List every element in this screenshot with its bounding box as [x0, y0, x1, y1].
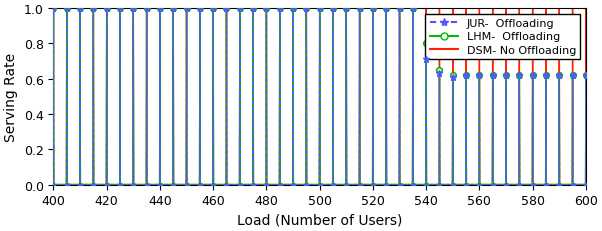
Y-axis label: Serving Rate: Serving Rate [4, 53, 18, 141]
Legend: JUR-  Offloading, LHM-  Offloading, DSM- No Offloading: JUR- Offloading, LHM- Offloading, DSM- N… [426, 15, 580, 60]
X-axis label: Load (Number of Users): Load (Number of Users) [237, 213, 402, 227]
